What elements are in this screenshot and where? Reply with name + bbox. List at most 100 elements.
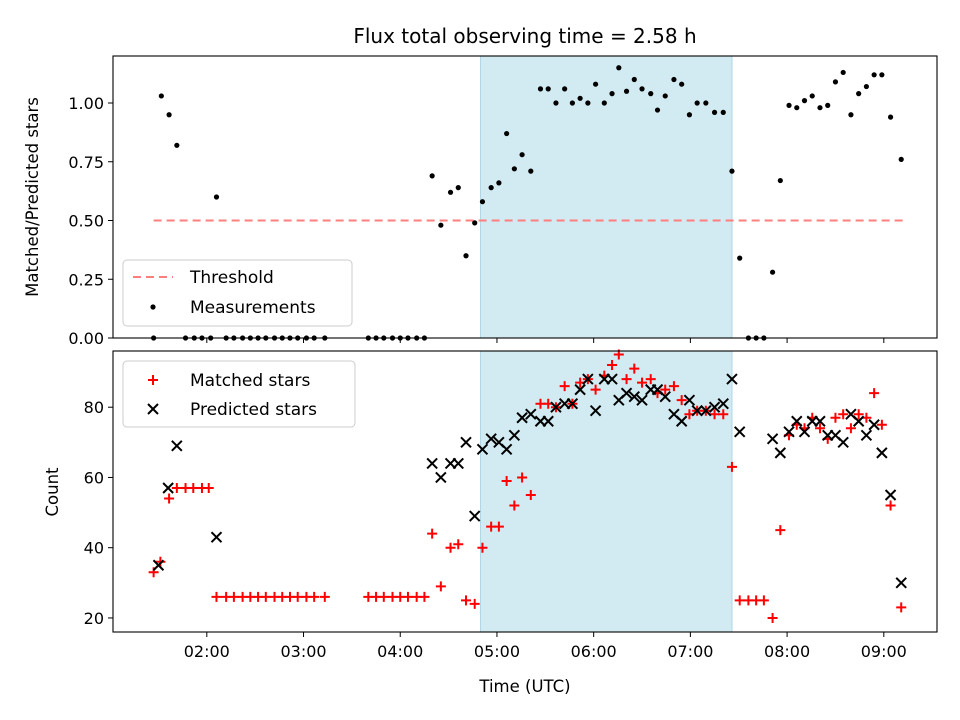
measurement-point xyxy=(662,93,668,99)
measurement-point xyxy=(887,114,894,120)
matched-point xyxy=(493,521,504,532)
matched-point xyxy=(559,381,570,392)
measurement-point xyxy=(703,100,709,106)
measurement-point xyxy=(511,166,517,172)
measurement-point xyxy=(825,102,831,108)
measurement-point xyxy=(174,142,180,148)
ratio-panel: 0.00 0.25 0.50 0.75 1.00 Threshold Measurement… xyxy=(68,55,938,348)
y-axis-label-ratio: Matched/Predicted stars xyxy=(23,97,42,297)
matched-point xyxy=(525,490,536,501)
predicted-point xyxy=(485,433,497,445)
measurement-point xyxy=(639,86,645,92)
predicted-point xyxy=(550,401,562,413)
matched-point xyxy=(645,374,656,385)
legend-predicted-label: Predicted stars xyxy=(190,400,317,420)
matched-point xyxy=(292,591,303,602)
measurement-point xyxy=(631,76,637,83)
y-tick-label: 60 xyxy=(84,468,104,487)
measurement-point xyxy=(809,93,815,99)
matched-point xyxy=(718,409,729,420)
predicted-point xyxy=(516,412,528,424)
measurement-point xyxy=(601,100,607,106)
x-tick-label: 05:00 xyxy=(474,642,520,661)
measurement-point xyxy=(545,86,551,92)
matched-point xyxy=(676,395,687,406)
measurement-point xyxy=(528,168,534,174)
measurement-point xyxy=(213,194,220,200)
measurement-point xyxy=(856,91,862,97)
measurement-point xyxy=(801,98,808,104)
matched-point xyxy=(155,556,166,567)
predicted-point xyxy=(791,415,803,427)
legend-box xyxy=(122,360,356,428)
predicted-point xyxy=(589,405,602,417)
y-tick-label: 1.00 xyxy=(68,94,104,113)
legend-ratio: Threshold Measurements xyxy=(122,259,353,327)
measurement-point xyxy=(553,100,559,106)
predicted-point xyxy=(708,401,721,413)
measurement-point xyxy=(777,177,783,184)
matched-point xyxy=(590,384,601,395)
predicted-point xyxy=(628,390,640,403)
plot-frame xyxy=(112,55,938,339)
measurement-point xyxy=(898,156,904,162)
measurement-point xyxy=(593,81,599,87)
matched-point xyxy=(607,360,618,371)
measurement-point xyxy=(720,109,726,115)
counts-panel: 20 40 60 80 02:00 03:00 04:00 05:00 06:00 07:00 08… xyxy=(84,349,938,661)
predicted-point xyxy=(460,436,472,449)
matched-point xyxy=(260,591,271,602)
measurement-point xyxy=(654,107,661,113)
legend-predicted-swatch xyxy=(147,403,159,415)
measurement-point xyxy=(786,102,792,108)
matched-point xyxy=(660,384,671,395)
measurement-point xyxy=(694,100,700,106)
matched-point xyxy=(814,423,825,434)
predicted-point xyxy=(837,436,849,449)
y-tick-label: 80 xyxy=(84,398,104,417)
matched-point xyxy=(509,500,520,511)
predicted-point xyxy=(500,443,513,456)
measurement-point xyxy=(871,72,877,78)
x-tick-label: 06:00 xyxy=(571,642,617,661)
matched-point xyxy=(876,419,887,430)
predicted-point xyxy=(700,405,712,417)
predicted-point xyxy=(426,457,438,470)
matched-point xyxy=(319,591,330,602)
predicted-point xyxy=(860,429,873,442)
matched-point xyxy=(830,412,841,423)
matched-point xyxy=(477,542,488,553)
measurement-point xyxy=(623,88,630,94)
matched-point xyxy=(517,472,528,483)
predicted-point xyxy=(675,415,688,427)
predicted-point xyxy=(525,408,537,420)
measurement-point xyxy=(479,199,486,205)
matched-point xyxy=(188,482,199,493)
measurement-point xyxy=(794,105,800,111)
measurement-point xyxy=(817,105,823,111)
y-tick-label: 20 xyxy=(84,609,104,628)
matched-point xyxy=(775,525,786,536)
predicted-point xyxy=(895,577,907,589)
matched-point xyxy=(211,591,222,602)
predicted-point xyxy=(152,559,165,571)
measurement-point xyxy=(648,91,654,97)
measurement-point xyxy=(562,86,568,92)
matched-point xyxy=(896,602,907,613)
measurement-point xyxy=(455,185,461,191)
measurement-point xyxy=(737,255,743,261)
matched-point xyxy=(228,591,239,602)
predicted-point xyxy=(659,390,671,403)
legend-matched-label: Matched stars xyxy=(190,371,310,391)
x-tick-label: 07:00 xyxy=(667,642,713,661)
predicted-point xyxy=(574,383,586,396)
matched-point xyxy=(402,591,413,602)
measurement-point xyxy=(166,112,172,118)
matched-point xyxy=(637,377,648,388)
predicted-point xyxy=(606,373,618,385)
predicted-point xyxy=(683,394,696,406)
matched-point xyxy=(461,595,472,606)
measurement-point xyxy=(577,95,583,101)
legend-counts: Matched stars Predicted stars xyxy=(122,360,356,428)
predicted-point xyxy=(852,415,865,427)
